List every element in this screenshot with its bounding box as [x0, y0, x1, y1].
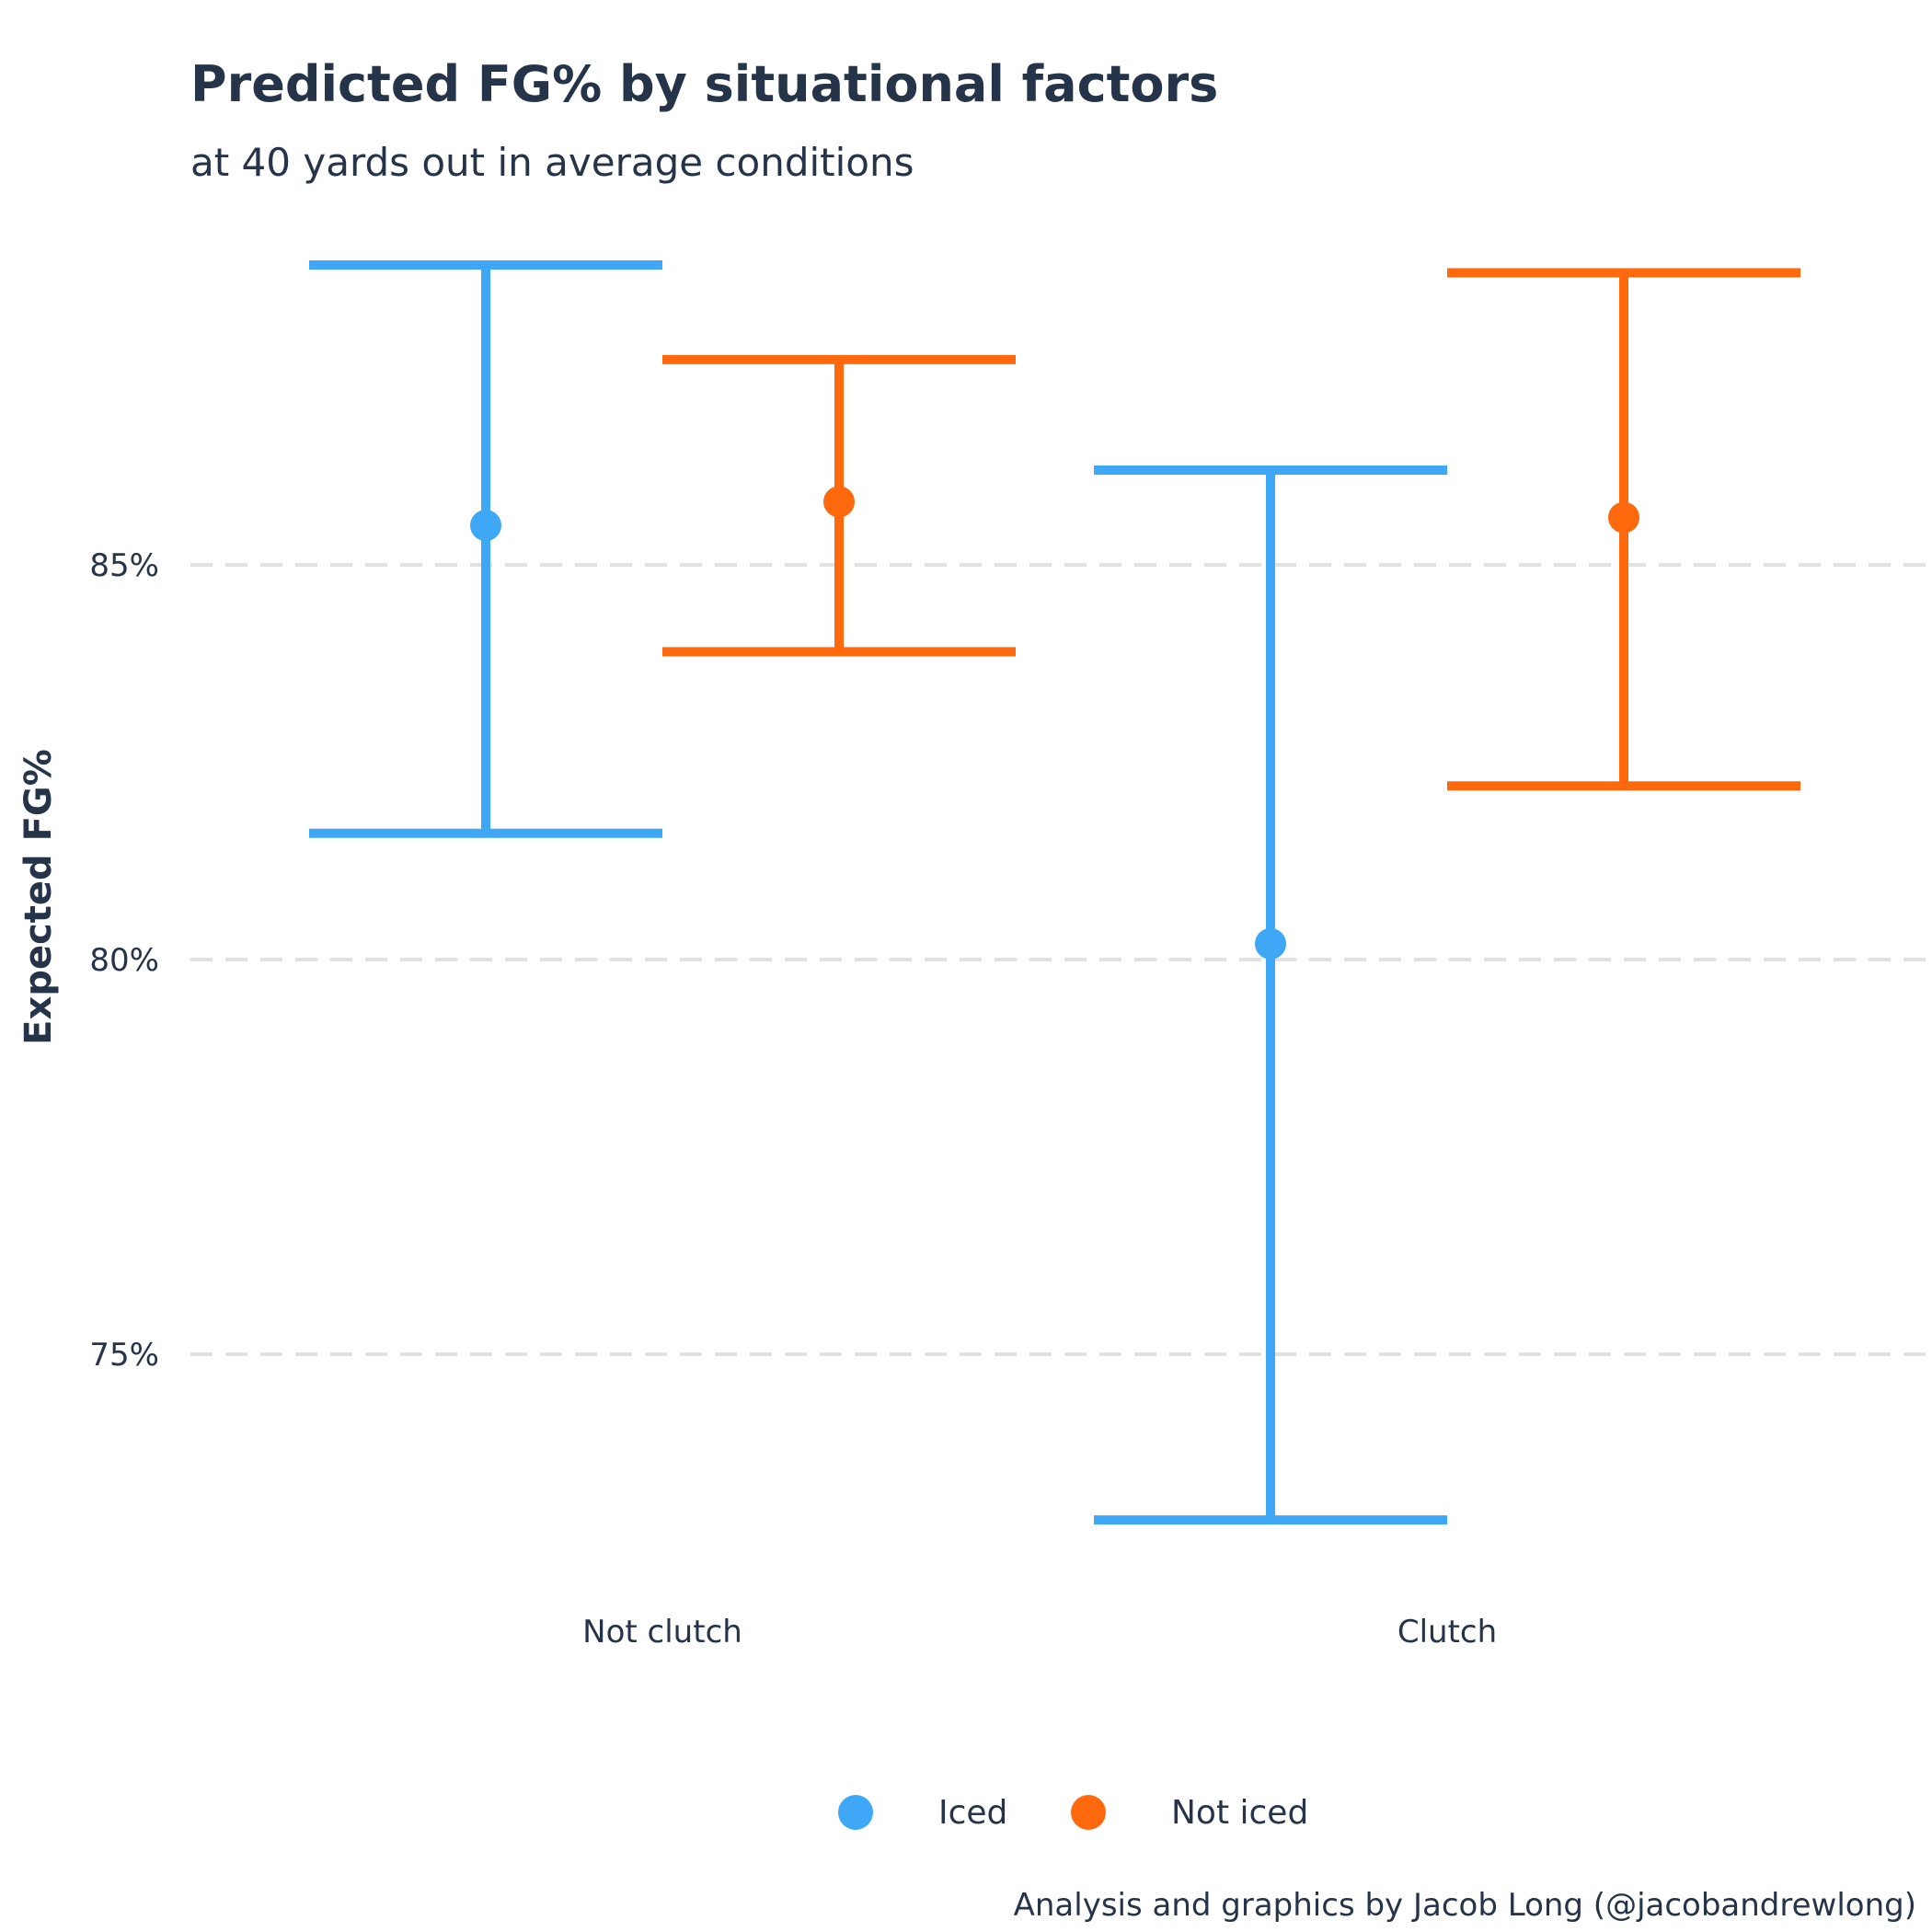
point-estimate — [1255, 927, 1286, 960]
legend-key — [838, 1795, 873, 1830]
y-tick-label: 80% — [89, 942, 159, 979]
y-tick-label: 85% — [89, 547, 159, 584]
point-estimate — [470, 510, 501, 542]
plot-area — [309, 259, 1800, 1525]
chart-subtitle: at 40 yards out in average conditions — [190, 140, 914, 185]
point-estimate — [1608, 501, 1639, 534]
x-tick-label: Not clutch — [582, 1614, 742, 1650]
legend-label: Iced — [938, 1794, 1007, 1832]
x-axis-ticks: Not clutch Clutch — [582, 1614, 1497, 1650]
y-axis-ticks: 75% 80% 85% — [89, 547, 159, 1374]
legend-label: Not iced — [1171, 1794, 1308, 1832]
gridlines — [190, 563, 1932, 1356]
legend-key — [1071, 1795, 1106, 1830]
series-not-iced — [662, 268, 1800, 791]
caption: Analysis and graphics by Jacob Long (@ja… — [1014, 1887, 1916, 1924]
y-tick-label: 75% — [89, 1337, 159, 1374]
chart-title: Predicted FG% by situational factors — [190, 55, 1218, 113]
legend: Iced Not iced — [838, 1794, 1308, 1832]
point-estimate — [823, 486, 855, 518]
y-axis-title: Expected FG% — [17, 749, 60, 1045]
x-tick-label: Clutch — [1397, 1614, 1497, 1650]
series-iced — [309, 259, 1447, 1525]
